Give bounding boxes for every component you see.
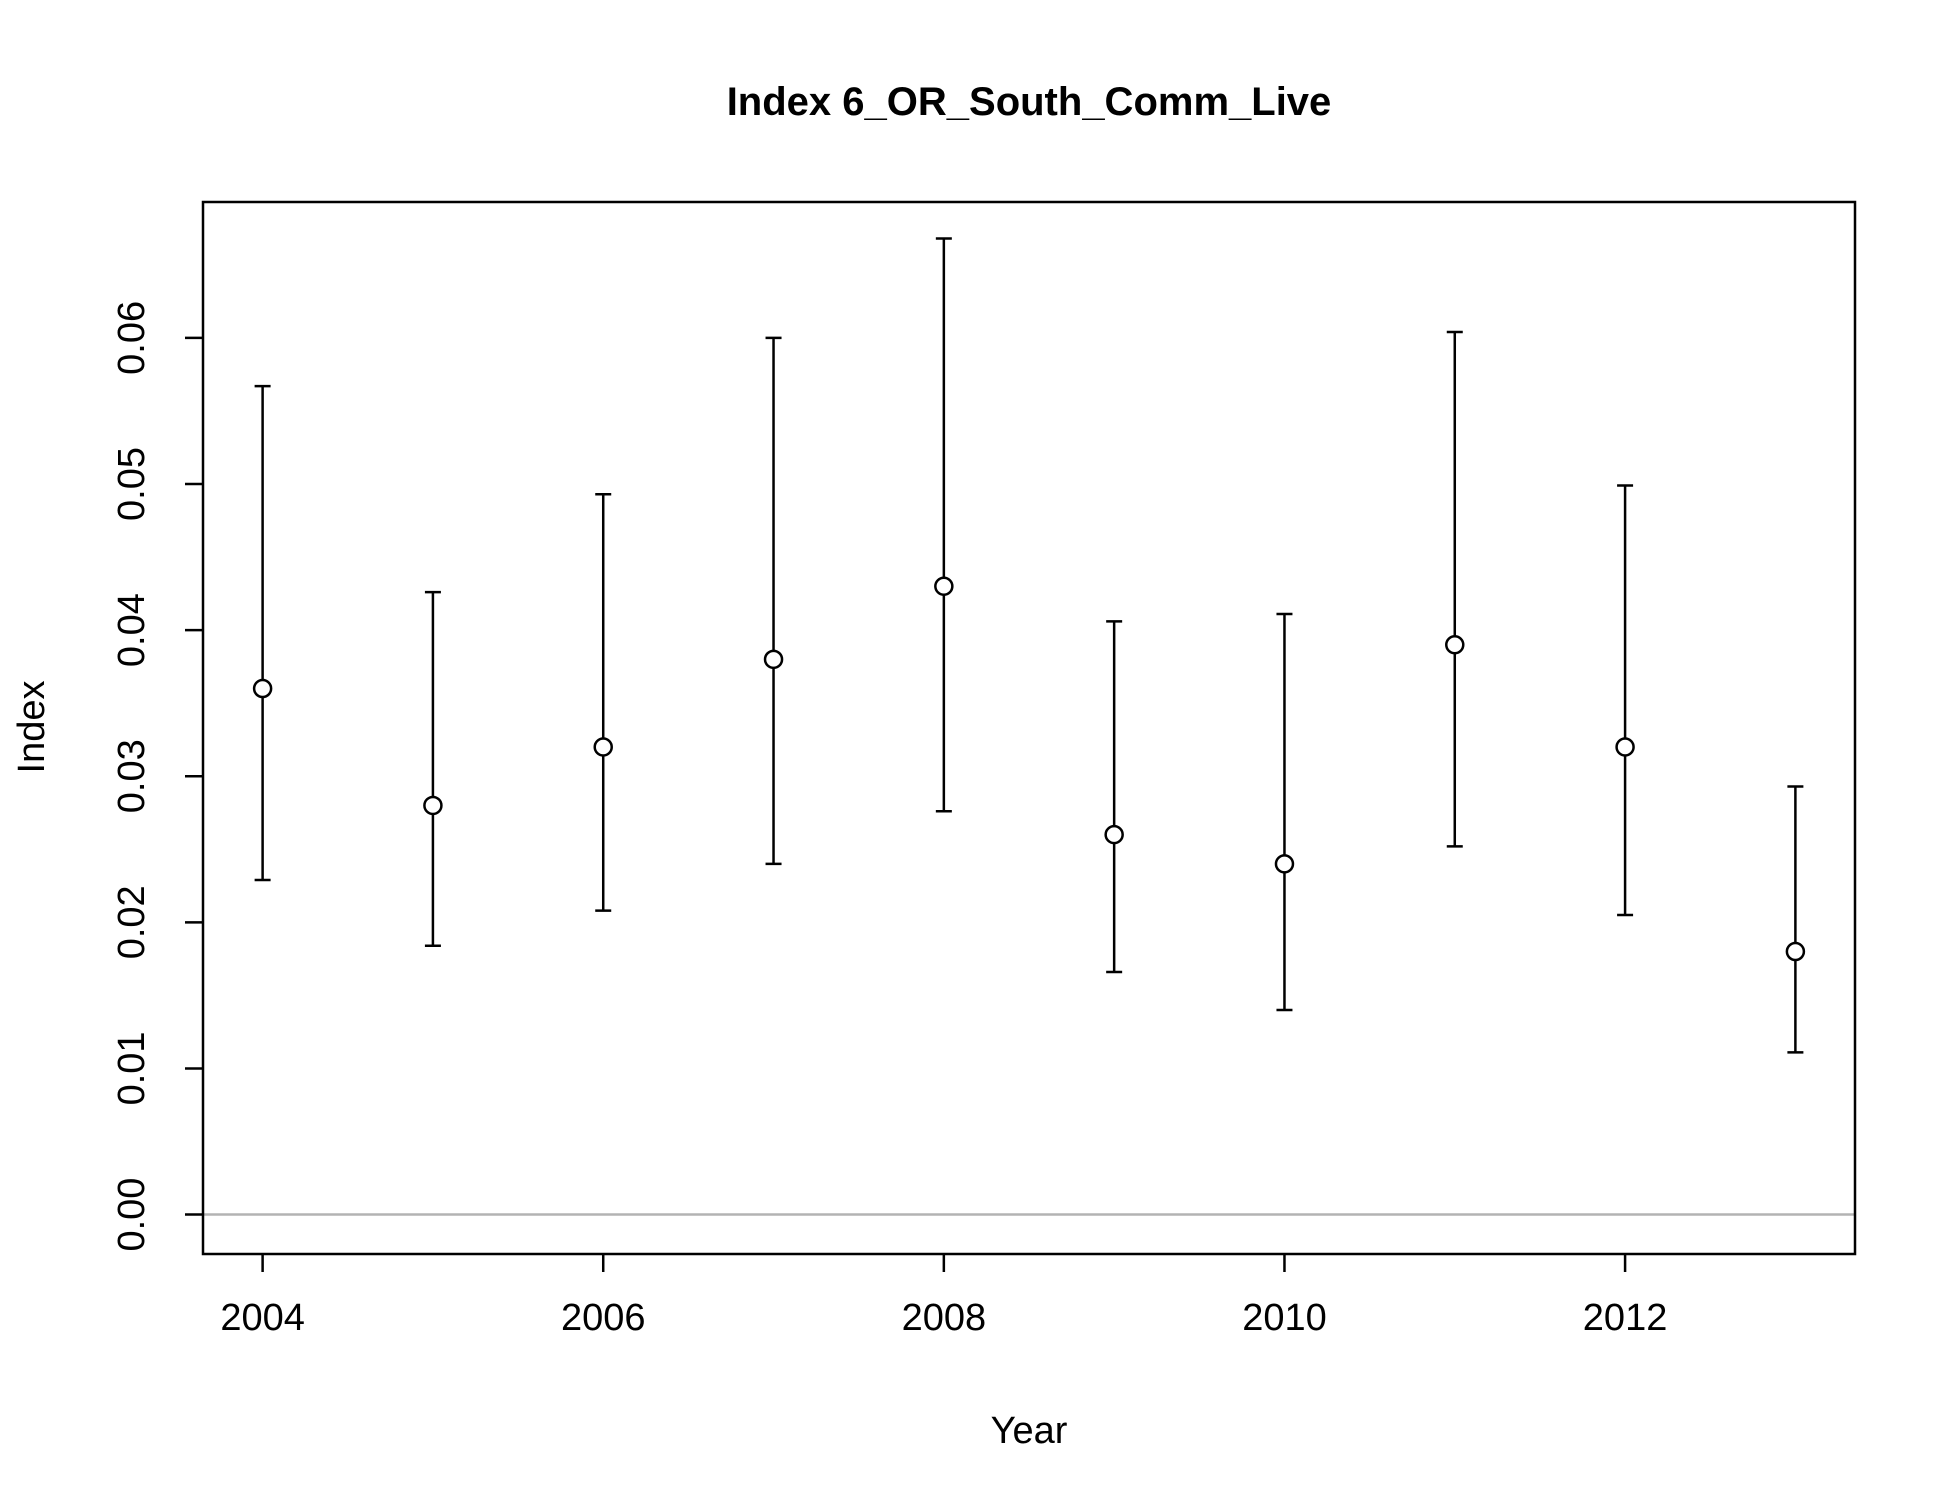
y-axis-label: Index [11, 681, 53, 774]
x-tick-label: 2004 [220, 1297, 305, 1339]
data-point [1615, 737, 1635, 757]
x-tick-label: 2008 [902, 1297, 987, 1339]
data-point-group [1615, 484, 1635, 917]
data-point-group [1785, 785, 1806, 1054]
data-point [1274, 854, 1295, 874]
chart-title: Index 6_OR_South_Comm_Live [727, 80, 1332, 124]
x-tick-label: 2006 [561, 1297, 646, 1339]
data-point [1445, 634, 1465, 655]
x-tick-label: 2012 [1583, 1297, 1668, 1339]
y-tick-label: 0.02 [111, 885, 153, 959]
data-point [763, 649, 784, 670]
y-tick-label: 0.00 [111, 1178, 153, 1252]
data-point [423, 795, 443, 816]
data-point-group [1104, 620, 1124, 974]
data-point [593, 737, 613, 757]
data-point-group [1274, 612, 1295, 1012]
data-point-group [423, 590, 443, 947]
data-point-group [934, 237, 954, 813]
plot-frame [201, 200, 1857, 1256]
data-point-group [252, 384, 273, 882]
data-point-group [763, 336, 784, 866]
y-tick-label: 0.05 [111, 447, 153, 521]
data-point [934, 576, 954, 597]
y-tick-label: 0.04 [111, 593, 153, 667]
data-point [252, 678, 273, 699]
data-point [1104, 824, 1124, 845]
plot-area: 2004 2006 2008 2010 2012 0.00 0.01 0.02 0.03 0.04… [111, 200, 1857, 1339]
data-point-group [593, 492, 613, 912]
y-tick-label: 0.06 [111, 301, 153, 375]
y-tick-label: 0.01 [111, 1031, 153, 1105]
y-tick-label: 0.03 [111, 739, 153, 813]
x-tick-label: 2010 [1242, 1297, 1327, 1339]
data-point-group [1445, 330, 1465, 848]
x-axis-label: Year [991, 1410, 1068, 1452]
data-point [1785, 941, 1806, 962]
